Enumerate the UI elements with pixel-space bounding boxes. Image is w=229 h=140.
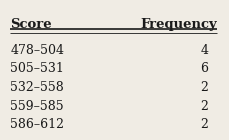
Text: 478–504: 478–504 (11, 44, 64, 57)
Text: 2: 2 (199, 118, 207, 131)
Text: Score: Score (11, 18, 52, 31)
Text: Frequency: Frequency (140, 18, 216, 31)
Text: 559–585: 559–585 (11, 100, 64, 113)
Text: 4: 4 (199, 44, 207, 57)
Text: 505–531: 505–531 (11, 62, 64, 75)
Text: 586–612: 586–612 (11, 118, 64, 131)
Text: 2: 2 (199, 100, 207, 113)
Text: 532–558: 532–558 (11, 81, 64, 94)
Text: 6: 6 (199, 62, 207, 75)
Text: 2: 2 (199, 81, 207, 94)
